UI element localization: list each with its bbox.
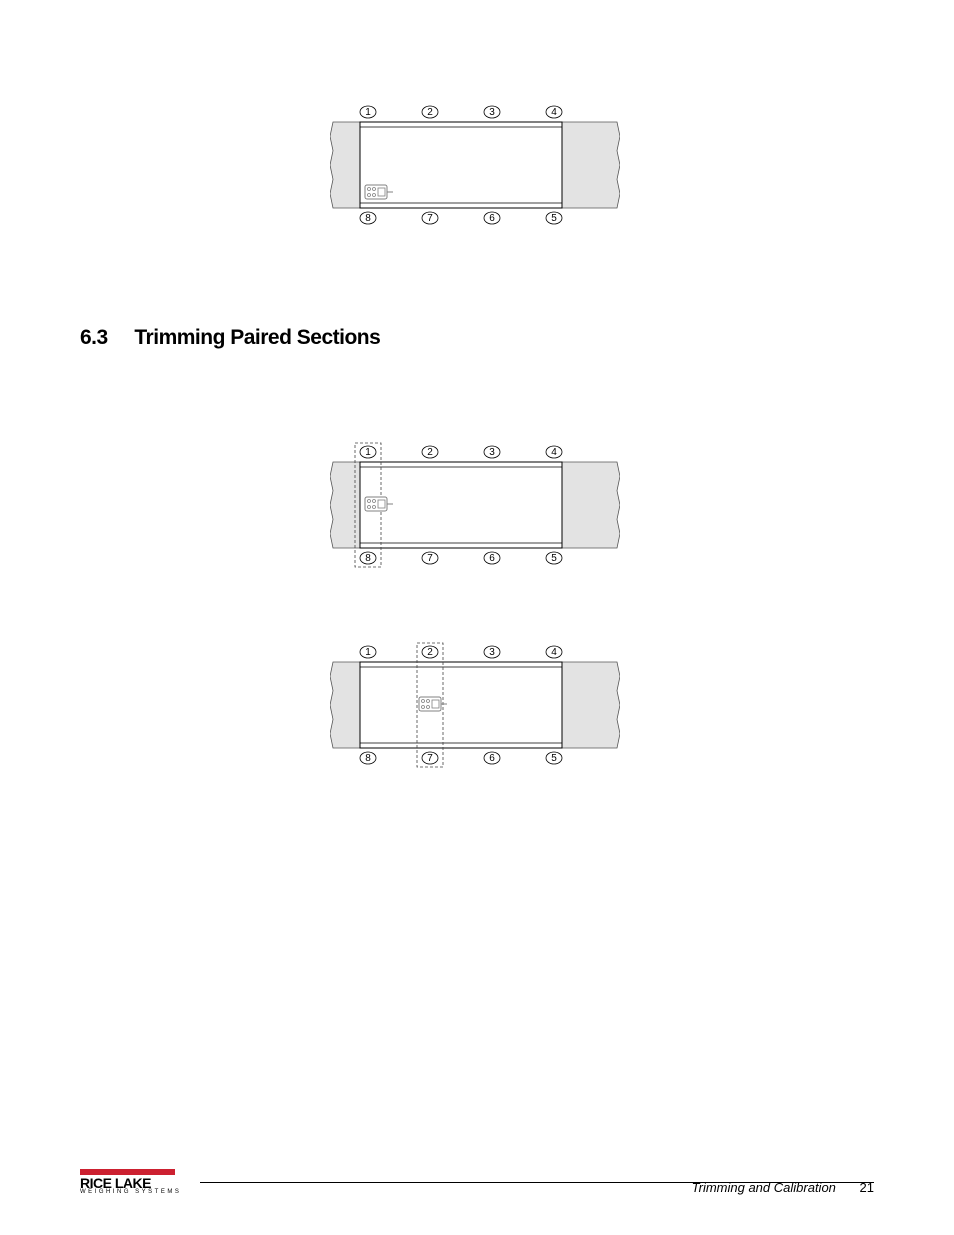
svg-text:4: 4 [551, 107, 557, 118]
svg-text:8: 8 [365, 753, 371, 764]
page-number: 21 [860, 1180, 874, 1195]
page: 1 2 3 4 8 7 6 5 6.3 Trimming Paired Sections 1 2… [0, 0, 954, 1235]
svg-text:3: 3 [489, 107, 495, 118]
logo: RICE LAKE WEIGHING SYSTEMS [80, 1169, 181, 1195]
svg-text:1: 1 [365, 107, 371, 118]
svg-text:2: 2 [427, 107, 433, 118]
svg-text:7: 7 [427, 213, 433, 224]
svg-text:1: 1 [365, 647, 371, 658]
svg-text:5: 5 [551, 213, 557, 224]
svg-text:7: 7 [427, 753, 433, 764]
logo-text-sub: WEIGHING SYSTEMS [80, 1190, 181, 1195]
svg-text:6: 6 [489, 753, 495, 764]
svg-text:5: 5 [551, 753, 557, 764]
svg-text:8: 8 [365, 213, 371, 224]
diagram-trimming-2: 1 2 3 4 8 7 6 5 [330, 440, 620, 575]
svg-text:1: 1 [365, 447, 371, 458]
svg-text:4: 4 [551, 647, 557, 658]
logo-text-main: RICE LAKE [80, 1177, 181, 1190]
section-title: Trimming Paired Sections [134, 326, 380, 349]
svg-text:7: 7 [427, 553, 433, 564]
svg-text:8: 8 [365, 553, 371, 564]
diagram-trimming-1: 1 2 3 4 8 7 6 5 [330, 100, 620, 235]
footer-right: Trimming and Calibration 21 [692, 1180, 874, 1195]
svg-text:6: 6 [489, 553, 495, 564]
diagram-trimming-3: 1 2 3 4 8 7 6 5 [330, 640, 620, 775]
section-number: 6.3 [80, 326, 108, 349]
page-footer: RICE LAKE WEIGHING SYSTEMS Trimming and … [80, 1182, 874, 1195]
svg-text:2: 2 [427, 647, 433, 658]
svg-text:2: 2 [427, 447, 433, 458]
svg-text:6: 6 [489, 213, 495, 224]
section-heading: 6.3 Trimming Paired Sections [80, 326, 380, 350]
svg-text:3: 3 [489, 647, 495, 658]
svg-text:4: 4 [551, 447, 557, 458]
svg-text:5: 5 [551, 553, 557, 564]
footer-section-title: Trimming and Calibration [692, 1180, 836, 1195]
svg-text:3: 3 [489, 447, 495, 458]
